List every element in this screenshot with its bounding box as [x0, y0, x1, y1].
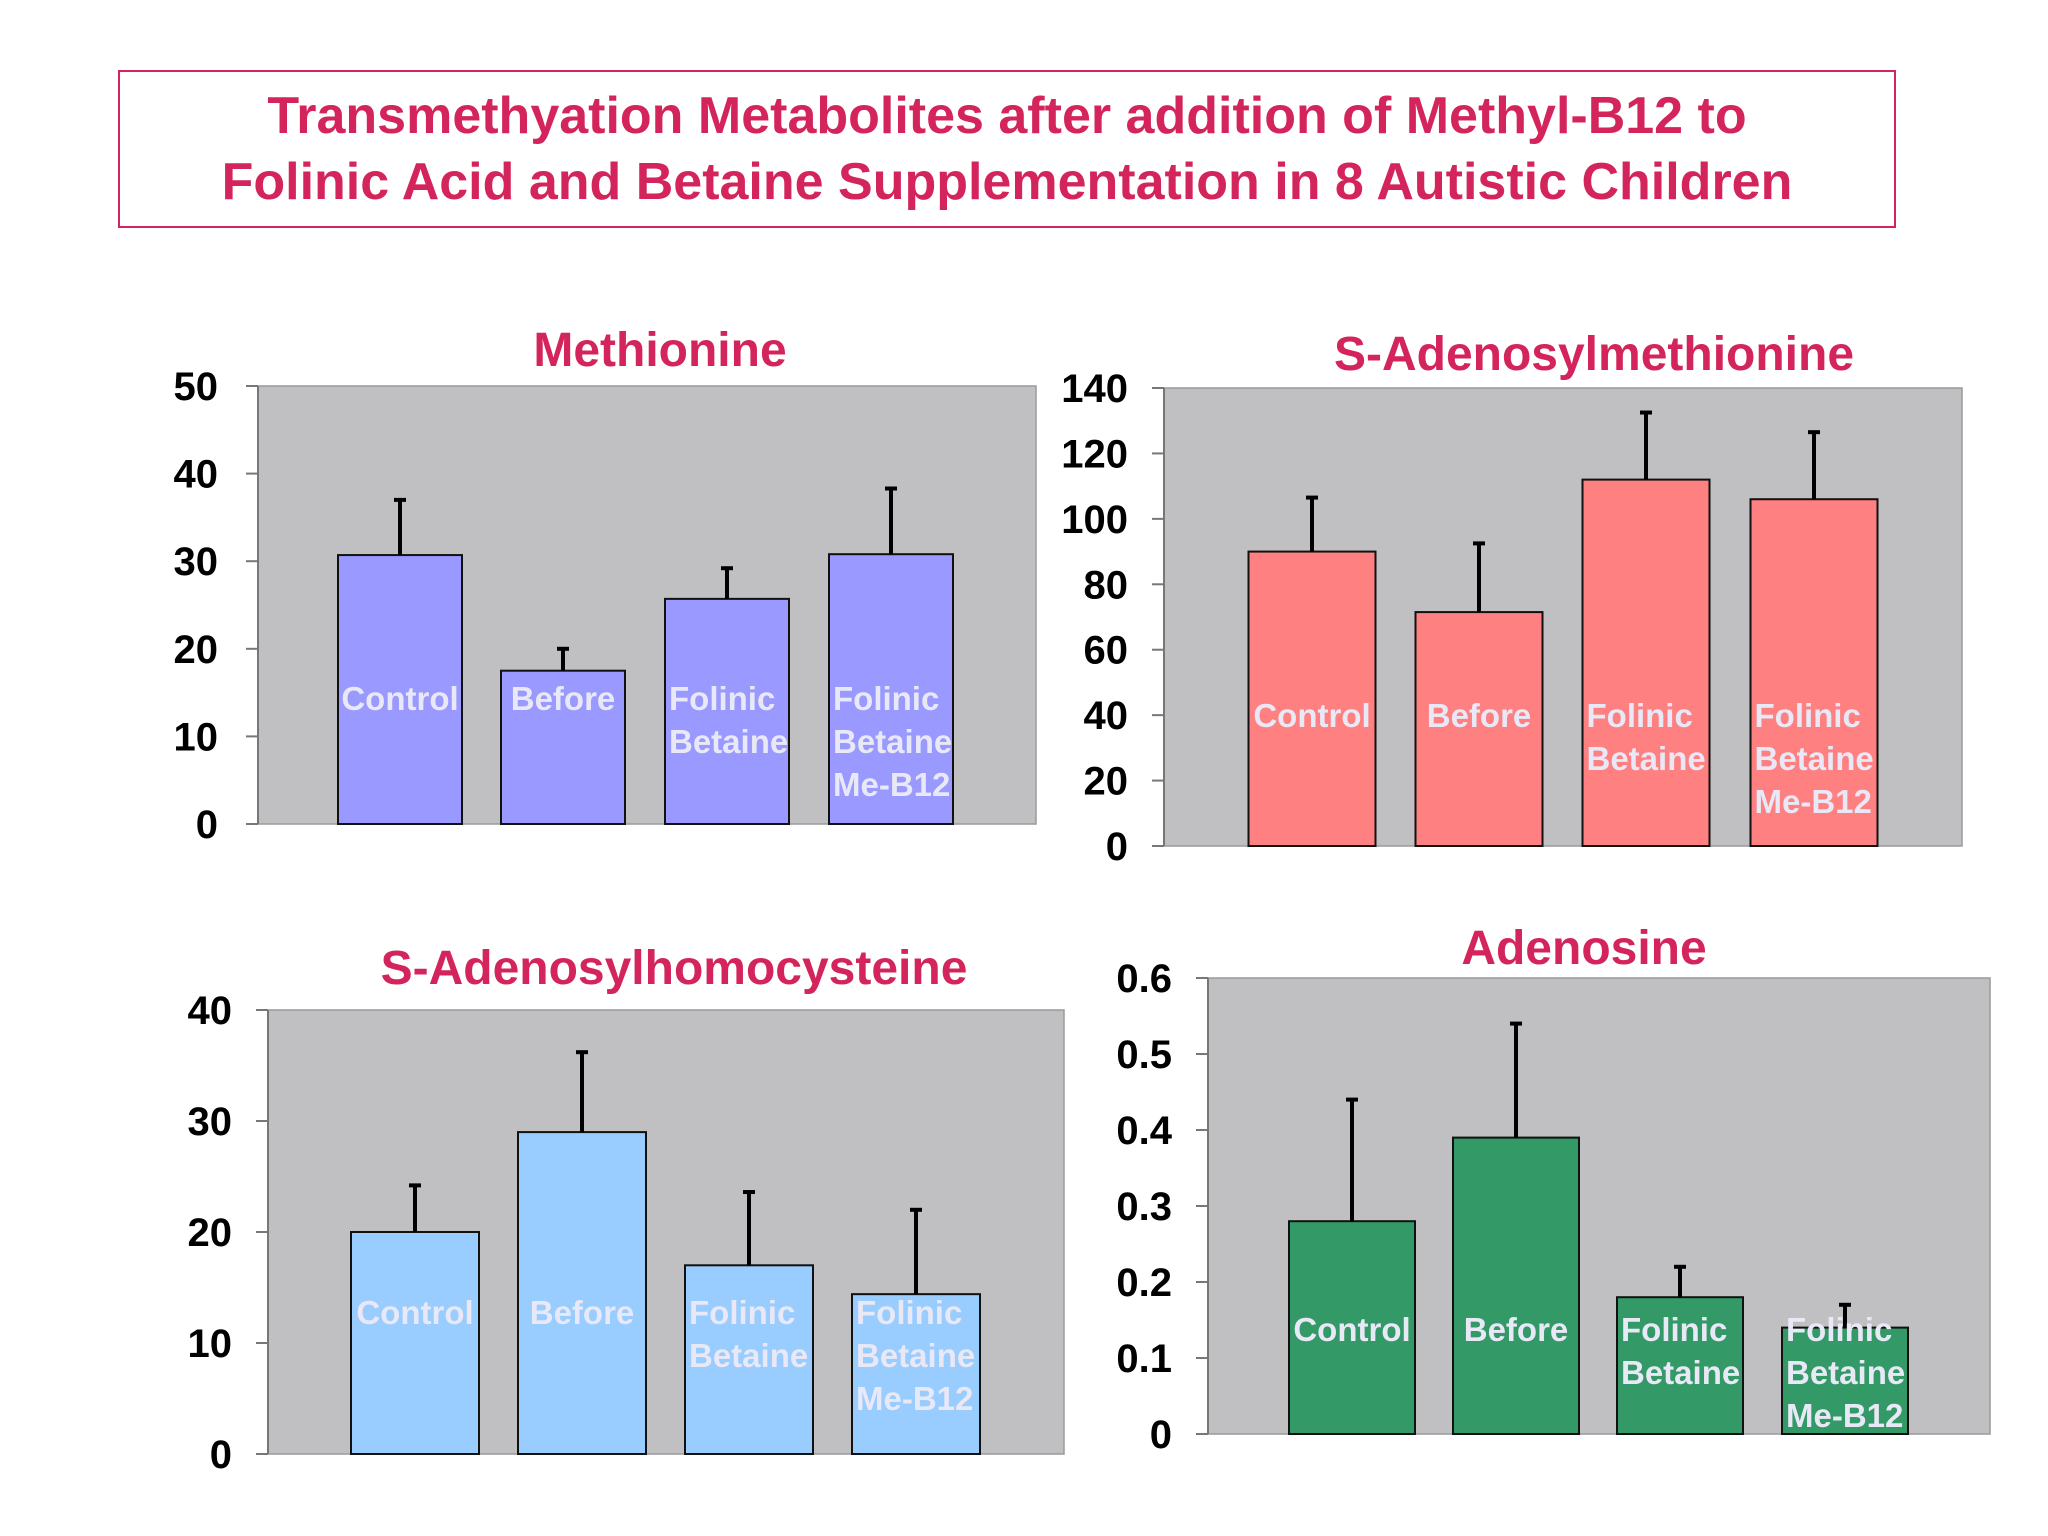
adenosine-bar-label: Folinic — [1621, 1311, 1727, 1348]
sah-bar-label: Before — [530, 1294, 635, 1331]
methionine-bar — [828, 553, 954, 826]
sah-bar-label: Betaine — [856, 1337, 975, 1374]
sam-bar-label: Control — [1253, 697, 1370, 734]
methionine-bar-label: Me-B12 — [833, 766, 950, 803]
methionine-y-tick-label: 50 — [174, 365, 219, 409]
sam-title: S-Adenosylmethionine — [1334, 328, 1854, 381]
sah-bar-label: Betaine — [689, 1337, 808, 1374]
methionine-bar-label: Betaine — [833, 723, 952, 760]
methionine-bar-label: Folinic — [669, 680, 775, 717]
sam-bar-label: Folinic — [1587, 697, 1693, 734]
methionine-bar-label: Betaine — [669, 723, 788, 760]
methionine-y-tick-label: 30 — [174, 540, 219, 584]
sah-y-tick-label: 10 — [188, 1322, 233, 1366]
sam-bar-label: Me-B12 — [1755, 783, 1872, 820]
adenosine-y-tick-label: 0.4 — [1116, 1109, 1172, 1153]
sam-y-tick-label: 100 — [1061, 498, 1128, 542]
adenosine-bar-label: Before — [1464, 1311, 1569, 1348]
sah-chart: S-Adenosylhomocysteine 0 10 20 30 40 Control Be… — [188, 942, 1065, 1477]
sah-bar — [517, 1131, 647, 1455]
sah-bar — [350, 1231, 480, 1455]
sah-y-tick-label: 40 — [188, 989, 233, 1033]
adenosine-chart: Adenosine 0 0.1 0.2 0.3 0.4 0.5 0.6 Control Befor… — [1116, 922, 1991, 1457]
sam-chart: S-Adenosylmethionine 0 20 40 60 80 100 120 140 Co… — [1061, 328, 1963, 869]
methionine-bar — [337, 554, 463, 825]
sah-y-tick-label: 30 — [188, 1100, 233, 1144]
sah-y-tick-label: 20 — [188, 1211, 233, 1255]
adenosine-bar — [1452, 1136, 1580, 1435]
methionine-bar-label: Control — [341, 680, 458, 717]
methionine-chart: Methionine 0 10 20 30 40 50 Control Before Folini… — [174, 324, 1037, 847]
sam-y-tick-label: 120 — [1061, 432, 1128, 476]
sam-y-tick-label: 60 — [1084, 629, 1129, 673]
adenosine-y-tick-label: 0.1 — [1116, 1337, 1172, 1381]
sah-bar — [851, 1293, 981, 1456]
methionine-y-tick-label: 0 — [196, 803, 218, 847]
adenosine-bar-label: Me-B12 — [1786, 1397, 1903, 1434]
sam-y-tick-label: 40 — [1084, 694, 1129, 738]
sah-y-tick-label: 0 — [210, 1433, 232, 1477]
sam-y-tick-label: 0 — [1106, 825, 1128, 869]
sah-bar-label: Folinic — [856, 1294, 962, 1331]
adenosine-bar — [1616, 1296, 1744, 1435]
adenosine-y-tick-label: 0.5 — [1116, 1033, 1172, 1077]
sam-bar — [1414, 611, 1544, 847]
methionine-y-tick-label: 20 — [174, 628, 219, 672]
methionine-title: Methionine — [533, 324, 786, 377]
adenosine-y-tick-label: 0.3 — [1116, 1185, 1172, 1229]
adenosine-y-tick-label: 0 — [1150, 1413, 1172, 1457]
adenosine-bar-label: Control — [1293, 1311, 1410, 1348]
sam-bar-label: Betaine — [1755, 740, 1874, 777]
methionine-bar — [664, 597, 790, 825]
title-box: Transmethyation Metabolites after additi… — [118, 70, 1896, 228]
sam-y-tick-label: 20 — [1084, 760, 1129, 804]
sam-bar-label: Folinic — [1755, 697, 1861, 734]
sam-bar — [1581, 478, 1711, 847]
sah-bar-label: Me-B12 — [856, 1380, 973, 1417]
adenosine-y-tick-label: 0.6 — [1116, 957, 1172, 1001]
methionine-y-tick-label: 10 — [174, 715, 219, 759]
sam-bar-label: Before — [1427, 697, 1532, 734]
adenosine-bar-label: Betaine — [1621, 1354, 1740, 1391]
sah-bar — [684, 1264, 814, 1456]
adenosine-bar-label: Folinic — [1786, 1311, 1892, 1348]
title-line-2: Folinic Acid and Betaine Supplementation… — [221, 153, 1793, 211]
methionine-y-tick-label: 40 — [174, 453, 219, 497]
sam-y-tick-label: 80 — [1084, 563, 1129, 607]
sam-bar-label: Betaine — [1587, 740, 1706, 777]
methionine-bar-label: Folinic — [833, 680, 939, 717]
adenosine-bar — [1288, 1220, 1416, 1435]
title-line-1: Transmethyation Metabolites after additi… — [267, 87, 1747, 145]
adenosine-bar-label: Betaine — [1786, 1354, 1905, 1391]
methionine-bar-label: Before — [511, 680, 616, 717]
sam-bar — [1749, 498, 1879, 847]
sam-bar — [1247, 550, 1377, 847]
adenosine-y-tick-label: 0.2 — [1116, 1261, 1172, 1305]
sam-y-tick-label: 140 — [1061, 367, 1128, 411]
sah-bar-label: Control — [356, 1294, 473, 1331]
sah-bar-label: Folinic — [689, 1294, 795, 1331]
sah-title: S-Adenosylhomocysteine — [381, 942, 968, 995]
adenosine-title: Adenosine — [1461, 922, 1706, 975]
